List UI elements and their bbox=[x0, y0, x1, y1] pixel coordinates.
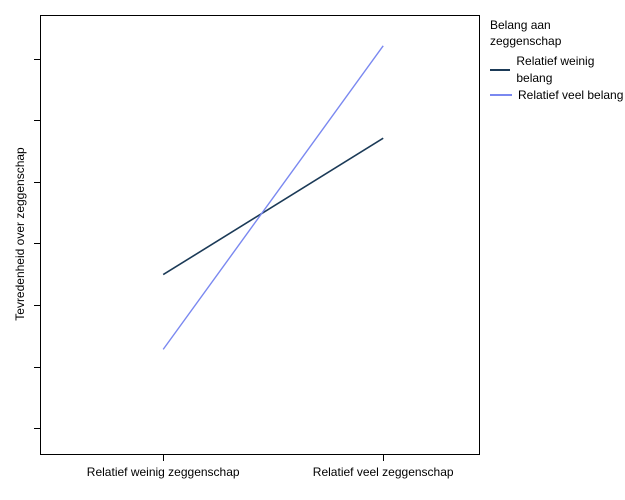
legend-item-1: Relatief veel belang bbox=[490, 87, 625, 104]
y-tick-4 bbox=[34, 182, 40, 183]
y-tick-3 bbox=[34, 243, 40, 244]
y-tick-2 bbox=[34, 305, 40, 306]
legend-label-0: Relatief weinig belang bbox=[516, 53, 625, 87]
legend-swatch-1 bbox=[490, 94, 512, 95]
y-axis-label: Tevredenheid over zeggenschap bbox=[13, 134, 27, 334]
legend-swatch-0 bbox=[490, 69, 510, 71]
y-tick-5 bbox=[34, 120, 40, 121]
series-line-0 bbox=[163, 138, 383, 274]
x-tick-1 bbox=[383, 455, 384, 461]
legend-item-0: Relatief weinig belang bbox=[490, 53, 625, 87]
x-tick-label-left: Relatief weinig zeggenschap bbox=[87, 465, 240, 479]
y-tick-0 bbox=[34, 428, 40, 429]
y-tick-1 bbox=[34, 367, 40, 368]
y-tick-6 bbox=[34, 59, 40, 60]
chart-container: Tevredenheid over zeggenschap Relatief w… bbox=[0, 0, 625, 500]
x-tick-0 bbox=[163, 455, 164, 461]
x-tick-label-right: Relatief veel zeggenschap bbox=[313, 465, 454, 479]
legend-label-1: Relatief veel belang bbox=[518, 87, 623, 104]
legend: Belang aan zeggenschap Relatief weinig b… bbox=[490, 18, 625, 104]
series-line-1 bbox=[163, 46, 383, 350]
legend-title: Belang aan zeggenschap bbox=[490, 18, 625, 49]
